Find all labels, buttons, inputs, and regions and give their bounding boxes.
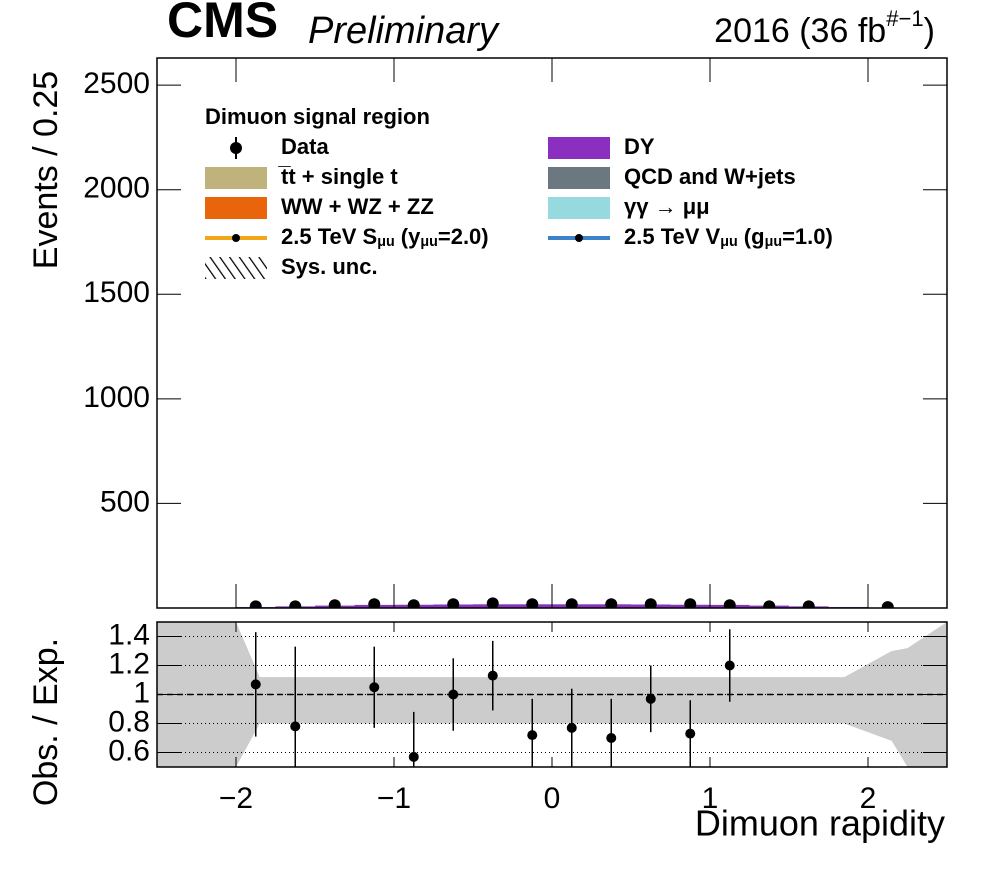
data-point xyxy=(565,598,578,608)
data-point xyxy=(448,689,459,700)
lumi-label: 2016 (36 fb#−1) xyxy=(714,6,935,50)
y-tick-label: 0.8 xyxy=(108,705,150,738)
legend-label: QCD and W+jets xyxy=(624,164,796,189)
text-part: μu xyxy=(765,234,782,250)
data-point xyxy=(526,598,539,608)
x-tick-label: −1 xyxy=(377,782,411,815)
data-point xyxy=(486,597,499,608)
data-point xyxy=(290,721,301,732)
text-part: 2.5 TeV S xyxy=(281,224,377,249)
text-part: 2.5 TeV V xyxy=(624,224,721,249)
legend-swatch xyxy=(205,167,267,189)
y-tick-label: 0.6 xyxy=(108,734,150,767)
x-axis-title: Dimuon rapidity xyxy=(695,803,945,844)
text-part: μu xyxy=(420,234,437,250)
y-tick-label: 1 xyxy=(133,676,150,709)
data-point xyxy=(605,598,618,608)
data-point xyxy=(684,598,697,608)
legend-marker xyxy=(575,234,583,242)
text-part: (y xyxy=(395,224,421,249)
plot xyxy=(236,597,894,608)
data-point xyxy=(802,600,815,608)
data-point xyxy=(763,600,776,608)
text-part: #−1 xyxy=(886,6,923,31)
data-point xyxy=(724,660,735,671)
text-part: μu xyxy=(720,234,737,250)
x-tick-label: −2 xyxy=(219,782,253,815)
data-point xyxy=(289,600,302,608)
legend-swatch xyxy=(205,257,267,279)
data-point xyxy=(606,733,617,743)
legend-label: Data xyxy=(281,134,329,159)
data-point xyxy=(723,599,736,608)
plot-area xyxy=(157,597,947,767)
text-part: 2016 (36 fb xyxy=(714,12,886,50)
legend-label: t̅t + single t xyxy=(278,164,399,189)
data-point xyxy=(408,751,419,762)
y-axis-title: Events / 0.25 xyxy=(27,71,65,269)
data-point xyxy=(328,599,341,608)
data-point xyxy=(527,730,538,741)
data-point xyxy=(566,722,577,733)
x-tick-label: 1 xyxy=(702,782,719,815)
legend-label: Sys. unc. xyxy=(281,254,378,279)
legend-label: 2.5 TeV Sμu (yμu=2.0) xyxy=(281,224,489,250)
data-point xyxy=(644,598,657,608)
legend-swatch xyxy=(548,197,610,219)
legend-marker xyxy=(232,234,240,242)
plot xyxy=(157,622,947,767)
text-part: =1.0) xyxy=(782,224,833,249)
legend-label: 2.5 TeV Vμu (gμu=1.0) xyxy=(624,224,833,250)
y-tick-label: 2500 xyxy=(83,67,150,100)
y-tick-label: 1000 xyxy=(83,381,150,414)
legend-swatch xyxy=(548,167,610,189)
text-part: =2.0) xyxy=(438,224,489,249)
title: CMS xyxy=(167,0,278,48)
text-part: ) xyxy=(924,12,935,50)
y-tick-label: 1.4 xyxy=(108,618,150,651)
x-tick-label: 2 xyxy=(860,782,877,815)
data-point xyxy=(368,598,381,608)
y-tick-label: 2000 xyxy=(83,172,150,205)
legend-label: γγ → μμ xyxy=(624,194,710,219)
data-point xyxy=(369,682,380,693)
y-tick-label: 1.2 xyxy=(108,647,150,680)
text-part: μu xyxy=(377,234,394,250)
y-tick-label: 500 xyxy=(100,485,150,518)
data-point xyxy=(249,600,262,608)
subtitle: Preliminary xyxy=(308,10,500,52)
legend-swatch xyxy=(548,137,610,159)
data-point xyxy=(447,598,460,608)
y-axis-title: Obs. / Exp. xyxy=(27,638,65,806)
x-tick-label: 0 xyxy=(544,782,561,815)
text-part: (g xyxy=(738,224,765,249)
data-point xyxy=(881,601,894,608)
data-point xyxy=(250,679,261,690)
y-tick-label: 1500 xyxy=(83,276,150,309)
data-point xyxy=(645,693,656,704)
legend-label: WW + WZ + ZZ xyxy=(281,194,434,219)
legend-swatch xyxy=(205,197,267,219)
data-point xyxy=(407,599,420,608)
data-point xyxy=(487,670,498,681)
data-point xyxy=(685,728,696,739)
legend-label: DY xyxy=(624,134,655,159)
legend-header: Dimuon signal region xyxy=(205,104,430,129)
